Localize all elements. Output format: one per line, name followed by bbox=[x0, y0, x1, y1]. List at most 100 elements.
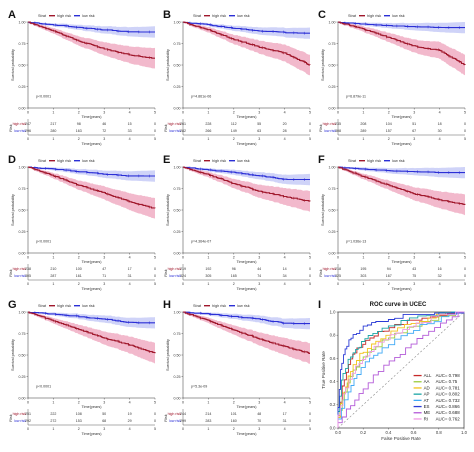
risk-count-low: 305 bbox=[205, 274, 211, 278]
risk-count-high: 210 bbox=[50, 267, 56, 271]
risk-row-label-high: high risk bbox=[13, 412, 27, 416]
legend-label-high: high risk bbox=[57, 159, 71, 163]
y-tick-label: 0.50 bbox=[174, 208, 181, 212]
risk-count-low: 67 bbox=[412, 129, 416, 133]
x-axis-label: Time(years) bbox=[391, 115, 412, 119]
x-tick-label: 4 bbox=[284, 111, 286, 115]
roc-x-axis-label: False Positive Rate bbox=[381, 436, 421, 441]
roc-curve-ri bbox=[337, 311, 465, 428]
risk-count-low: 280 bbox=[50, 129, 56, 133]
x-axis-label: Time(years) bbox=[236, 260, 257, 264]
risk-count-low: 71 bbox=[102, 274, 106, 278]
roc-x-tick-label: 0.0 bbox=[335, 430, 341, 435]
risk-x-tick-label: 5 bbox=[309, 282, 311, 286]
risk-count-high: 16 bbox=[438, 267, 442, 271]
risk-table-title: Risk bbox=[9, 269, 13, 276]
y-tick-label: 0.75 bbox=[329, 42, 336, 46]
risk-count-high: 217 bbox=[50, 122, 56, 126]
risk-x-axis-label: Time(years) bbox=[81, 287, 102, 291]
risk-row-label-high: high risk bbox=[323, 122, 337, 126]
roc-legend-auc: AUC= 0.802 bbox=[436, 392, 461, 397]
x-tick-label: 4 bbox=[439, 256, 441, 260]
roc-diagonal bbox=[337, 311, 465, 429]
roc-y-tick-label: 1.0 bbox=[330, 309, 336, 314]
y-tick-label: 0.75 bbox=[174, 332, 181, 336]
y-tick-label: 0.00 bbox=[329, 106, 336, 110]
risk-count-low: 75 bbox=[412, 274, 416, 278]
x-axis-label: Time(years) bbox=[391, 260, 412, 264]
roc-title: ROC curve in UCEC bbox=[370, 302, 427, 308]
risk-x-axis-label: Time(years) bbox=[391, 142, 412, 146]
legend-label-low: low risk bbox=[392, 14, 405, 18]
km-panel-e: E Strat high risk low risk 0.00 0.25 0.50 0.75 1… bbox=[163, 154, 311, 291]
roc-legend-auc: AUC= 0.688 bbox=[436, 410, 461, 415]
km-panel-c: C Strat high risk low risk 0.00 0.25 0.50 0.75 1… bbox=[318, 9, 466, 146]
x-tick-label: 4 bbox=[284, 401, 286, 405]
legend-label-high: high risk bbox=[367, 159, 381, 163]
risk-count-low: 31 bbox=[128, 274, 132, 278]
risk-count-high: 96 bbox=[232, 267, 236, 271]
risk-count-low: 296 bbox=[25, 129, 31, 133]
risk-x-tick-label: 2 bbox=[388, 137, 390, 141]
risk-count-high: 112 bbox=[231, 122, 237, 126]
risk-x-tick-label: 3 bbox=[413, 282, 415, 286]
low-risk-curve bbox=[28, 311, 155, 324]
p-value: p=4.364e-07 bbox=[191, 240, 211, 244]
risk-count-low: 163 bbox=[76, 129, 82, 133]
risk-count-high: 19 bbox=[128, 412, 132, 416]
risk-count-high: 94 bbox=[387, 267, 391, 271]
y-axis-label: Survival probability bbox=[11, 339, 15, 371]
x-tick-label: 0 bbox=[27, 401, 29, 405]
km-panel-b: B Strat high risk low risk 0.00 0.25 0.50 0.75 1… bbox=[163, 9, 311, 146]
y-tick-label: 1.00 bbox=[329, 20, 336, 24]
risk-x-tick-label: 2 bbox=[78, 137, 80, 141]
roc-panel-i: I ROC curve in UCEC 0.00.0 0.2 0.2 0.4 0.4 0.6 0… bbox=[318, 299, 468, 441]
risk-row-label-high: high risk bbox=[13, 122, 27, 126]
risk-x-tick-label: 0 bbox=[337, 137, 339, 141]
x-tick-label: 5 bbox=[154, 401, 156, 405]
risk-x-tick-label: 3 bbox=[258, 427, 260, 431]
risk-x-tick-label: 5 bbox=[309, 137, 311, 141]
x-tick-label: 5 bbox=[309, 256, 311, 260]
x-tick-label: 2 bbox=[233, 111, 235, 115]
risk-count-low: 161 bbox=[76, 274, 82, 278]
risk-row-label-low: low risk bbox=[169, 129, 181, 133]
risk-x-tick-label: 3 bbox=[413, 137, 415, 141]
x-axis-label: Time(years) bbox=[236, 405, 257, 409]
y-tick-label: 0.50 bbox=[329, 63, 336, 67]
x-tick-label: 2 bbox=[78, 401, 80, 405]
risk-count-low: 0 bbox=[154, 129, 156, 133]
p-value: p<0.0001 bbox=[36, 95, 51, 99]
roc-y-axis-label: True Positive Rate bbox=[321, 351, 326, 389]
roc-plot-frame bbox=[337, 311, 465, 429]
risk-x-tick-label: 3 bbox=[103, 427, 105, 431]
km-panel-d: D Strat high risk low risk 0.00 0.25 0.50 0.75 1… bbox=[8, 154, 156, 291]
risk-count-high: 195 bbox=[360, 267, 366, 271]
risk-count-high: 0 bbox=[309, 122, 311, 126]
roc-x-tick-label: 0.4 bbox=[385, 430, 391, 435]
x-tick-label: 5 bbox=[154, 256, 156, 260]
high-risk-ci-band bbox=[183, 22, 310, 76]
panel-letter: C bbox=[318, 9, 326, 21]
risk-count-low: 0 bbox=[309, 129, 311, 133]
risk-count-low: 165 bbox=[231, 274, 237, 278]
x-tick-label: 3 bbox=[258, 256, 260, 260]
risk-x-tick-label: 4 bbox=[284, 282, 286, 286]
risk-x-tick-label: 3 bbox=[103, 282, 105, 286]
x-tick-label: 3 bbox=[103, 401, 105, 405]
low-risk-curve bbox=[28, 166, 155, 177]
y-tick-label: 0.00 bbox=[174, 396, 181, 400]
risk-count-high: 247 bbox=[25, 122, 31, 126]
risk-count-high: 47 bbox=[102, 267, 106, 271]
p-value: p=1.036e-13 bbox=[346, 240, 366, 244]
risk-count-high: 100 bbox=[76, 267, 82, 271]
roc-legend-name: ALL bbox=[424, 373, 432, 378]
legend-label-high: high risk bbox=[212, 14, 226, 18]
risk-count-high: 192 bbox=[205, 267, 211, 271]
x-tick-label: 1 bbox=[362, 111, 364, 115]
risk-count-low: 68 bbox=[102, 419, 106, 423]
legend-label-low: low risk bbox=[82, 304, 95, 308]
risk-count-low: 0 bbox=[309, 419, 311, 423]
risk-x-tick-label: 4 bbox=[284, 137, 286, 141]
